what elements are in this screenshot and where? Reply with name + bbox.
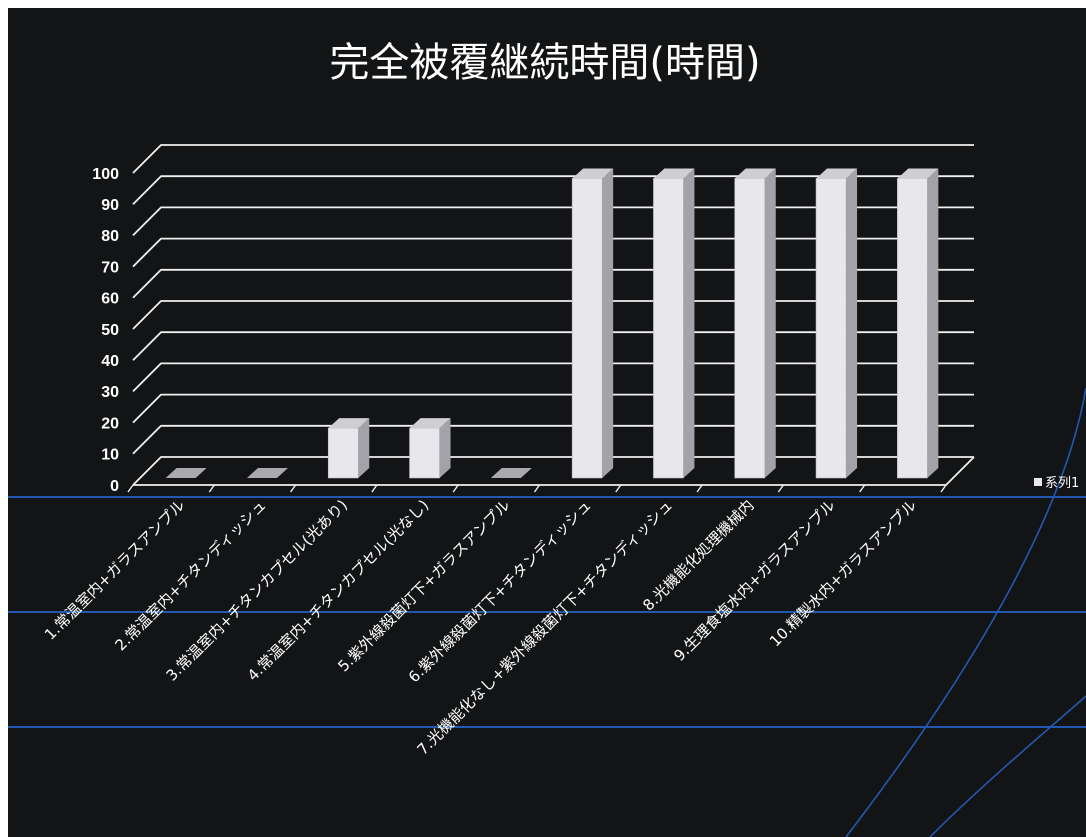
bar-9-top-face	[816, 168, 858, 179]
bar-7	[653, 168, 695, 479]
legend-label: 系列1	[1045, 476, 1079, 491]
bar-8-front-face	[734, 178, 766, 479]
bar-3-top-face	[328, 418, 370, 429]
bar-8-side-face	[764, 168, 776, 479]
bar-4	[409, 418, 451, 479]
y-tick-label-20: 20	[101, 415, 119, 432]
bar-2	[246, 468, 288, 478]
bar-6-side-face	[602, 168, 614, 479]
gridline-100	[132, 144, 974, 174]
y-tick-label-90: 90	[101, 197, 119, 214]
gridline-50	[132, 300, 974, 330]
bar-series	[165, 168, 939, 479]
bar-4-front-face	[409, 427, 440, 479]
y-tick-label-10: 10	[101, 447, 119, 464]
chart-floor	[127, 456, 975, 493]
bar-6-front-face	[571, 178, 603, 479]
bar-10-front-face	[897, 178, 928, 479]
x-tick-mark-2	[290, 484, 297, 493]
x-tick-mark-10	[940, 484, 947, 493]
bar-8	[734, 168, 776, 479]
legend-swatch	[1034, 478, 1042, 486]
y-tick-label-50: 50	[101, 322, 119, 339]
bar-6	[571, 168, 614, 479]
x-tick-mark-7	[696, 484, 703, 493]
gridlines	[132, 144, 974, 486]
gridline-30	[132, 362, 974, 393]
bar-6-top-face	[572, 168, 614, 179]
bar-1-zero-cap	[165, 468, 207, 478]
y-tick-label-0: 0	[110, 478, 119, 495]
bar-7-top-face	[653, 168, 695, 179]
y-tick-label-30: 30	[101, 384, 119, 401]
gridline-90	[132, 175, 974, 205]
bar-3	[327, 418, 370, 479]
x-tick-mark-9	[859, 484, 866, 493]
bar-10-side-face	[927, 168, 939, 479]
decor-curve-1	[845, 387, 1086, 837]
y-axis-tick-labels: 0 10 20 30 40 50 60 70 80 90 100	[92, 166, 119, 495]
bar-5	[490, 468, 532, 478]
bar-8-top-face	[734, 168, 776, 179]
y-tick-label-40: 40	[101, 353, 119, 370]
decor-curve-2	[929, 695, 1086, 837]
x-tick-mark-5	[533, 484, 541, 493]
gridline-80	[132, 206, 974, 237]
bar-1	[165, 468, 207, 478]
legend: 系列1	[1034, 476, 1079, 491]
bar-5-zero-cap	[490, 468, 532, 478]
bar-4-side-face	[439, 418, 451, 478]
gridline-70	[132, 237, 974, 268]
y-tick-label-80: 80	[101, 228, 119, 245]
bar-7-side-face	[683, 168, 695, 479]
x-tick-mark-6	[615, 484, 622, 493]
bar-3-front-face	[327, 427, 359, 479]
chart-title: 完全被覆継続時間(時間)	[329, 40, 760, 86]
bar-2-zero-cap	[246, 468, 288, 478]
gridline-40	[132, 331, 974, 361]
x-tick-mark-1	[208, 484, 215, 493]
bar-10	[897, 168, 939, 479]
bar-4-top-face	[409, 418, 451, 429]
x-tick-mark-4	[452, 484, 459, 493]
x-tick-mark-3	[371, 484, 378, 493]
bar-7-front-face	[653, 178, 684, 479]
bar-9	[815, 168, 858, 479]
decorative-background-lines	[8, 387, 1086, 837]
gridline-20	[132, 393, 974, 424]
gridline-0	[132, 456, 974, 486]
y-tick-label-60: 60	[101, 291, 119, 308]
gridline-60	[132, 268, 974, 299]
x-tick-mark-0	[127, 484, 134, 493]
x-tick-mark-8	[777, 484, 784, 493]
bar-9-front-face	[815, 178, 847, 479]
bar-10-top-face	[897, 168, 939, 179]
y-tick-label-70: 70	[101, 259, 119, 276]
bar-3-side-face	[358, 418, 370, 478]
bar-9-side-face	[846, 168, 858, 479]
y-tick-label-100: 100	[92, 166, 119, 183]
gridline-10	[132, 424, 974, 455]
